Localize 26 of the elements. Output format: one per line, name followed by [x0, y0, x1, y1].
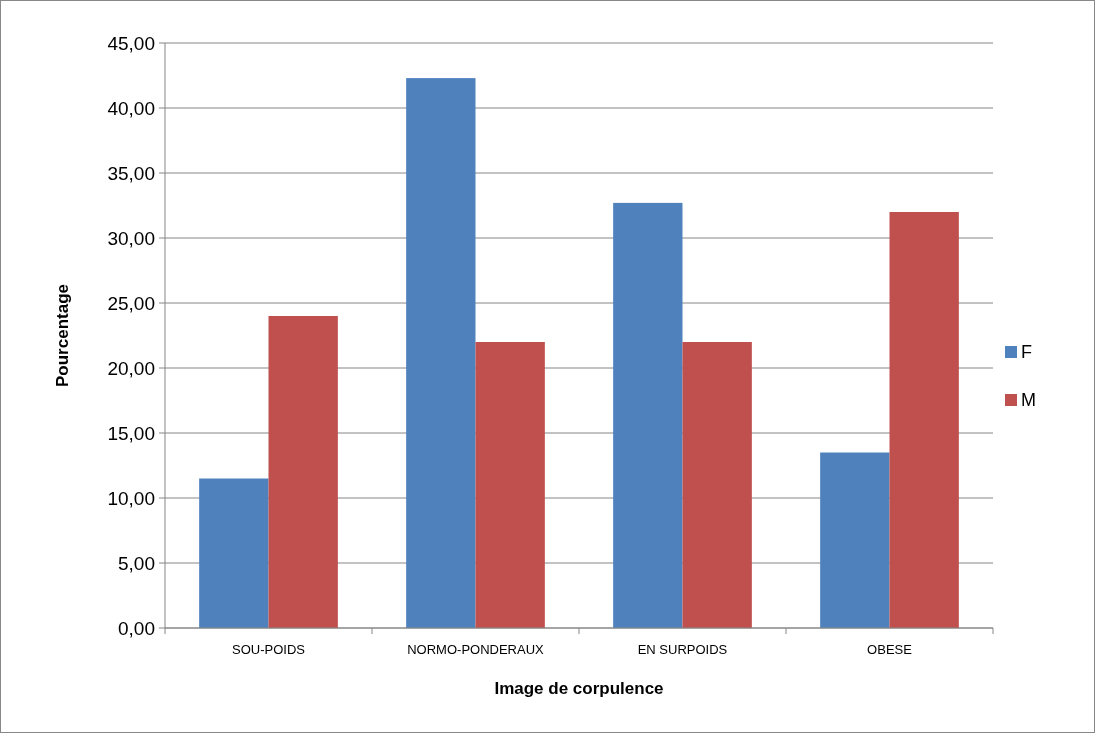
- bar: [268, 316, 338, 628]
- legend-label: M: [1021, 390, 1036, 411]
- x-tick-label: SOU-POIDS: [232, 642, 306, 657]
- x-tick-label: NORMO-PONDERAUX: [407, 642, 545, 657]
- y-axis-title: Pourcentage: [53, 284, 72, 387]
- y-tick-label: 25,00: [107, 292, 155, 314]
- y-tick-label: 35,00: [107, 162, 155, 184]
- y-tick-label: 40,00: [107, 97, 155, 119]
- x-tick-label: OBESE: [867, 642, 913, 657]
- bar: [613, 202, 683, 628]
- bar: [682, 342, 752, 628]
- bar: [889, 212, 959, 628]
- y-tick-label: 30,00: [107, 227, 155, 249]
- bar: [475, 342, 545, 628]
- y-tick-label: 5,00: [118, 552, 155, 574]
- y-tick-label: 10,00: [107, 487, 155, 509]
- y-tick-label: 45,00: [107, 32, 155, 54]
- y-tick-label: 15,00: [107, 422, 155, 444]
- x-tick-label: EN SURPOIDS: [637, 642, 728, 657]
- y-tick-label: 20,00: [107, 357, 155, 379]
- x-axis-title: Image de corpulence: [494, 679, 664, 698]
- legend-label: F: [1021, 342, 1032, 363]
- bar: [406, 78, 476, 628]
- bar: [820, 452, 890, 628]
- y-tick-label: 0,00: [118, 617, 155, 639]
- bar: [199, 478, 269, 628]
